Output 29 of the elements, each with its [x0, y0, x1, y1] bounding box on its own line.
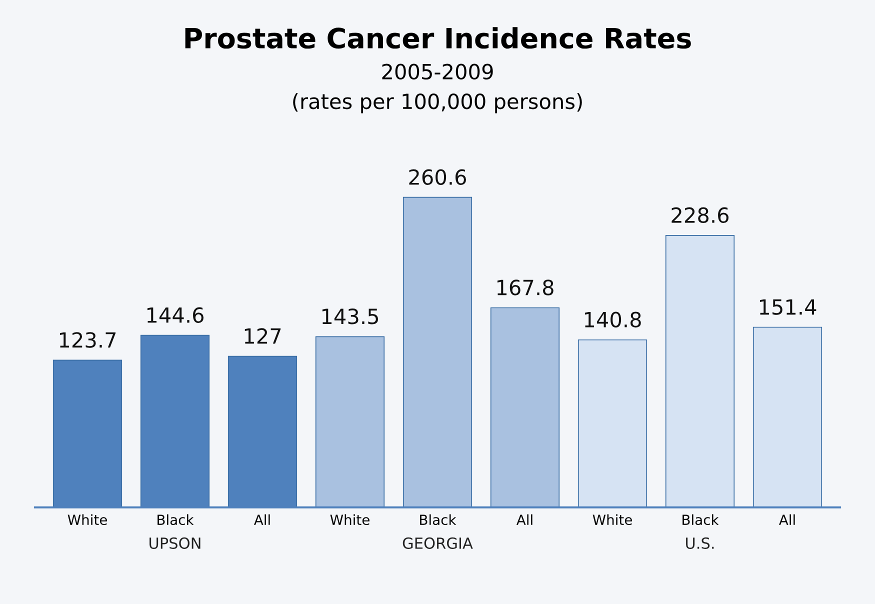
x-tick-label: All [779, 514, 795, 525]
data-label: 140.8 [584, 312, 641, 328]
x-tick-label: All [254, 514, 270, 525]
bar [752, 326, 822, 508]
bar [315, 336, 385, 508]
series-label: U.S. [686, 537, 714, 549]
data-label: 143.5 [322, 308, 378, 324]
x-tick-label: White [330, 514, 370, 526]
data-label: 228.6 [672, 207, 729, 224]
data-label: 144.6 [147, 307, 204, 323]
data-label: 260.6 [409, 169, 466, 185]
data-label: 167.8 [497, 280, 554, 296]
chart-subtitle: 2005-2009 (rates per 100,000 persons) [293, 64, 582, 114]
x-tick-label: White [68, 514, 107, 526]
bar [490, 307, 560, 508]
data-label: 127 [244, 328, 281, 344]
bar [402, 196, 472, 508]
x-tick-label: White [592, 514, 632, 526]
x-tick-label: Black [420, 514, 456, 526]
x-tick-label: Black [682, 514, 719, 526]
x-tick-label: Black [158, 514, 194, 526]
series-label: GEORGIA [402, 537, 473, 549]
data-label: 123.7 [60, 332, 116, 348]
series-label: UPSON [150, 537, 200, 549]
bar [665, 234, 735, 508]
chart-title: Prostate Cancer Incidence Rates [185, 27, 691, 49]
bar [578, 339, 648, 508]
data-label: 151.4 [760, 299, 816, 315]
x-tick-label: All [516, 514, 532, 525]
